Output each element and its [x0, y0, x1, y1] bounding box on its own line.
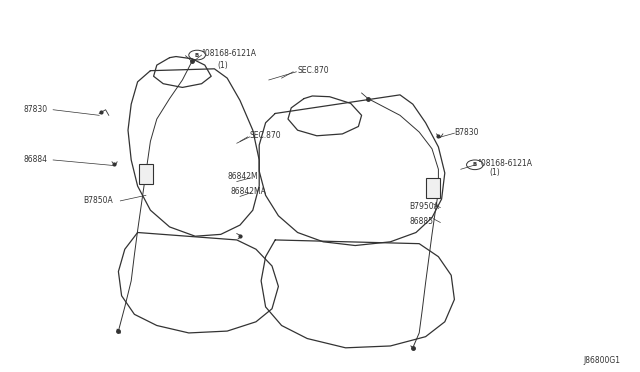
Text: 86884: 86884 — [24, 155, 48, 164]
Text: (1): (1) — [490, 169, 500, 177]
Text: 87830: 87830 — [24, 105, 48, 114]
Text: B: B — [195, 52, 199, 58]
Text: B7830: B7830 — [454, 128, 479, 137]
Text: B7850A: B7850A — [83, 196, 113, 205]
Text: J86800G1: J86800G1 — [584, 356, 621, 365]
Bar — [426, 177, 440, 198]
Text: °08168-6121A: °08168-6121A — [202, 49, 257, 58]
Text: SEC.870: SEC.870 — [298, 66, 329, 75]
Text: 86842MA: 86842MA — [230, 187, 266, 196]
Text: 86842M: 86842M — [227, 172, 258, 181]
Text: B: B — [473, 162, 477, 167]
Text: SEC.870: SEC.870 — [250, 131, 281, 140]
Text: (1): (1) — [218, 61, 228, 70]
Text: °08168-6121A: °08168-6121A — [477, 159, 532, 168]
Text: 86885: 86885 — [410, 217, 434, 226]
Bar — [139, 164, 153, 184]
Text: B7950A: B7950A — [410, 202, 440, 211]
